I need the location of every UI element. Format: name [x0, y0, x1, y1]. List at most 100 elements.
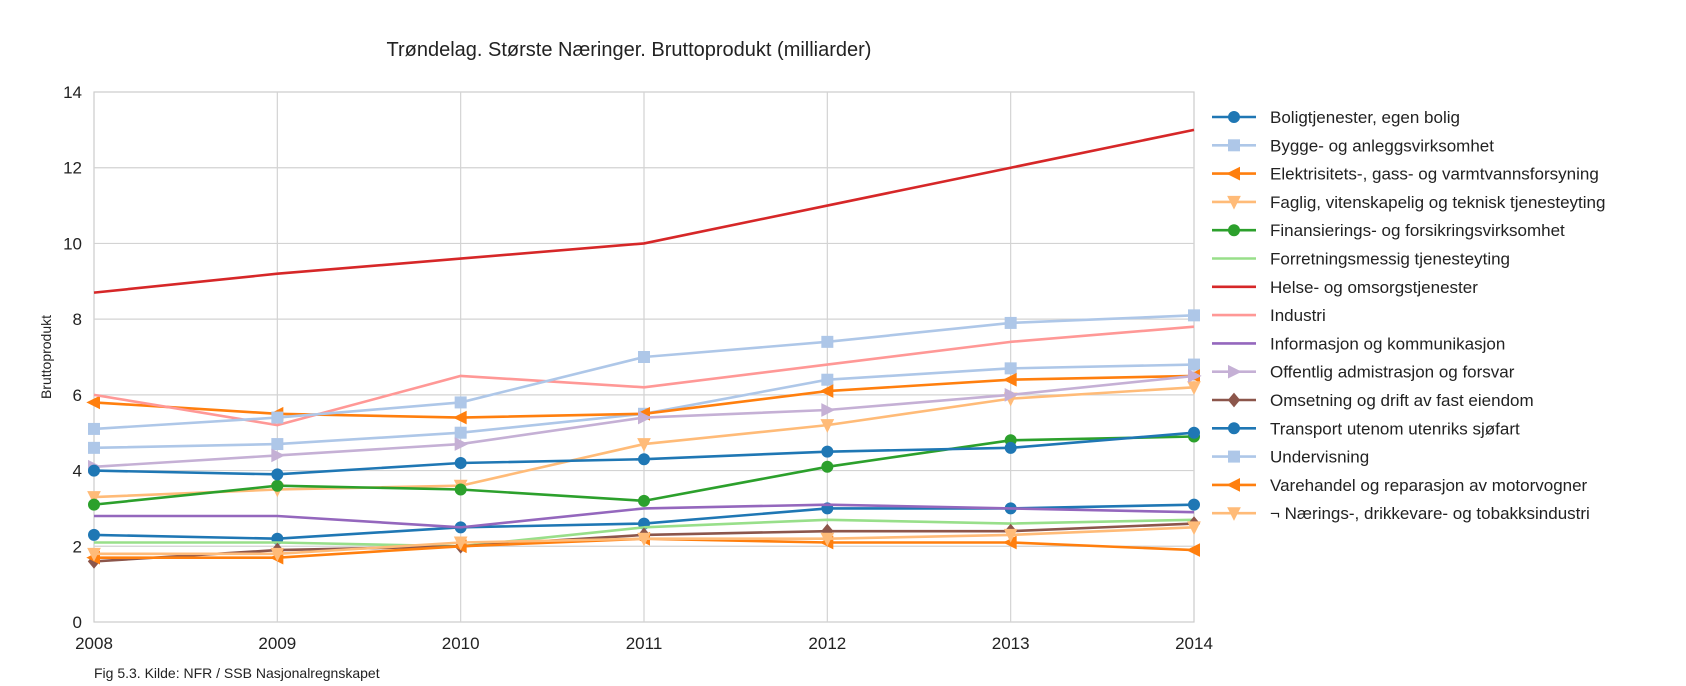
data-point [88, 441, 100, 454]
y-tick-label: 6 [73, 386, 82, 405]
figure-caption: Fig 5.3. Kilde: NFR / SSB Nasjonalregnsk… [94, 665, 380, 681]
legend-label: Forretningsmessig tjenesteyting [1270, 250, 1510, 269]
data-point [271, 479, 284, 492]
legend-item: Bygge- og anleggsvirksomhet [1212, 136, 1494, 155]
data-point [638, 351, 650, 363]
legend-item: Undervisning [1212, 448, 1369, 467]
legend-label: Undervisning [1270, 448, 1369, 467]
data-point [1228, 111, 1240, 123]
legend-item: Finansierings- og forsikringsvirksomhet [1212, 221, 1565, 240]
data-point [1003, 528, 1018, 543]
data-point [1186, 543, 1200, 557]
series-5 [94, 518, 1195, 548]
data-point [1004, 387, 1019, 402]
legend-item: Elektrisitets-, gass- og varmtvannsforsy… [1212, 165, 1599, 184]
legend-item: Omsetning og drift av fast eiendom [1212, 391, 1534, 410]
x-tick-label: 2011 [626, 634, 663, 653]
legend-item: Offentlig admistrasjon og forsvar [1212, 363, 1515, 382]
data-point [821, 460, 834, 473]
data-point [271, 438, 284, 451]
x-tick-label: 2008 [75, 634, 113, 653]
data-point [87, 491, 101, 505]
data-point [1228, 422, 1240, 435]
legend-item: Helse- og omsorgstjenester [1212, 278, 1478, 297]
y-tick-label: 2 [73, 537, 82, 556]
legend-label: ¬ Nærings-, drikkevare- og tobakksindust… [1270, 504, 1590, 523]
data-point [1187, 381, 1201, 396]
data-point [638, 410, 652, 425]
data-point [1004, 362, 1017, 375]
data-point [1226, 166, 1240, 181]
data-point [88, 422, 100, 435]
legend-label: Faglig, vitenskapelig og teknisk tjenest… [1270, 193, 1605, 212]
legend-item: ¬ Nærings-, drikkevare- og tobakksindust… [1212, 504, 1590, 523]
series-lines [86, 128, 1202, 569]
legend-label: Offentlig admistrasjon og forsvar [1270, 363, 1515, 382]
legend-label: Omsetning og drift av fast eiendom [1270, 391, 1534, 410]
x-tick-label: 2010 [442, 634, 480, 653]
chart-title: Trøndelag. Største Næringer. Bruttoprodu… [387, 39, 872, 61]
x-tick-label: 2012 [808, 634, 846, 653]
legend-label: Finansierings- og forsikringsvirksomhet [1270, 221, 1565, 240]
data-point [819, 384, 834, 398]
data-point [1188, 498, 1200, 511]
y-tick-label: 12 [63, 159, 82, 178]
data-point [821, 373, 834, 386]
x-tick-label: 2013 [992, 634, 1030, 653]
legend-item: Boligtjenester, egen bolig [1212, 108, 1460, 127]
legend-item: Informasjon og kommunikasjon [1212, 334, 1505, 353]
data-point [821, 403, 836, 417]
series-line [94, 503, 1195, 529]
data-point [270, 547, 285, 562]
data-point [638, 494, 650, 507]
data-point [88, 528, 100, 541]
legend-item: Industri [1212, 306, 1326, 325]
data-point [452, 410, 467, 425]
legend-label: Bygge- og anleggsvirksomhet [1270, 136, 1494, 155]
data-point [1002, 372, 1017, 387]
data-point [88, 498, 100, 511]
data-point [1188, 426, 1200, 439]
data-point [86, 395, 100, 410]
data-point [271, 411, 284, 424]
data-point [1227, 195, 1241, 210]
x-axis-ticks: 2008 2009 2010 2011 2012 2013 2014 [75, 634, 1213, 653]
data-point [454, 483, 467, 496]
data-point [820, 419, 835, 433]
series-9 [88, 369, 1202, 474]
data-point [1188, 358, 1200, 371]
data-point [1187, 521, 1201, 536]
data-point [88, 464, 100, 477]
y-axis-ticks: 0 2 4 6 8 10 12 14 [63, 83, 82, 632]
data-point [454, 396, 467, 409]
data-point [1228, 450, 1240, 463]
series-line [93, 325, 1195, 427]
legend-label: Varehandel og reparasjon av motorvogner [1270, 476, 1588, 495]
y-tick-label: 14 [63, 83, 82, 102]
data-point [1004, 316, 1017, 329]
data-point [1188, 309, 1200, 322]
y-tick-label: 8 [73, 310, 82, 329]
data-point [87, 547, 101, 562]
legend-item: Varehandel og reparasjon av motorvogner [1212, 476, 1588, 495]
series-4 [88, 430, 1200, 511]
data-point [820, 532, 835, 547]
series-7 [93, 325, 1195, 427]
series-14 [87, 521, 1201, 562]
data-point [454, 457, 467, 469]
data-point [1228, 364, 1242, 379]
series-8 [94, 503, 1195, 529]
series-line [94, 518, 1195, 548]
y-tick-label: 4 [73, 462, 82, 481]
y-axis-label: Bruttoprodukt [38, 315, 54, 399]
legend-item: Forretningsmessig tjenesteyting [1212, 250, 1510, 269]
data-point [454, 437, 469, 451]
series-12 [88, 309, 1200, 435]
x-tick-label: 2014 [1175, 634, 1213, 653]
legend-label: Informasjon og kommunikasjon [1270, 334, 1505, 353]
legend-label: Elektrisitets-, gass- og varmtvannsforsy… [1270, 165, 1599, 184]
data-point [821, 445, 834, 458]
data-point [271, 468, 284, 481]
legend-label: Transport utenom utenriks sjøfart [1270, 419, 1520, 438]
